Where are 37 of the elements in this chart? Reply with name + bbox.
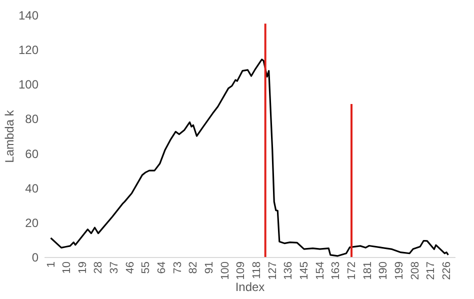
y-tick-label: 100 <box>18 78 39 92</box>
x-tick-label: 100 <box>219 262 232 280</box>
x-tick-label: 172 <box>346 262 358 280</box>
x-tick-label: 127 <box>266 262 279 280</box>
x-tick-label: 181 <box>362 262 374 280</box>
x-tick-label: 64 <box>156 262 168 274</box>
y-tick-label: 80 <box>25 112 39 126</box>
line-series <box>50 58 450 257</box>
x-tick-label: 217 <box>425 262 438 280</box>
x-tick-label: 208 <box>409 262 422 280</box>
x-tick-label: 163 <box>330 262 342 280</box>
x-tick-label: 118 <box>251 262 264 280</box>
y-tick-label: 140 <box>18 8 39 22</box>
x-tick-label: 10 <box>61 262 74 274</box>
x-tick-label: 226 <box>440 262 453 280</box>
x-tick-label: 199 <box>393 262 406 280</box>
x-tick-label: 37 <box>108 262 121 274</box>
y-axis-title: Lambda k <box>2 109 16 163</box>
x-tick-label: 145 <box>298 262 311 280</box>
y-tick-label: 40 <box>25 181 39 196</box>
x-tick-label: 73 <box>172 262 184 274</box>
x-tick-label: 55 <box>140 262 152 274</box>
x-tick-label: 82 <box>188 262 200 274</box>
x-tick-label: 19 <box>76 262 89 274</box>
x-tick-label: 28 <box>92 262 105 274</box>
y-tick-label: 0 <box>32 250 39 264</box>
x-tick-label: 154 <box>314 262 326 280</box>
y-tick-label: 60 <box>25 146 39 161</box>
x-tick-label: 46 <box>124 262 136 274</box>
x-tick-label: 109 <box>235 262 248 280</box>
x-tick-label: 190 <box>378 262 390 280</box>
x-axis-title: Index <box>235 280 265 294</box>
x-tick-label: 136 <box>282 262 295 280</box>
y-tick-label: 120 <box>18 43 39 58</box>
x-tick-label: 91 <box>204 262 216 274</box>
y-tick-label: 20 <box>25 216 39 230</box>
x-tick-label: 1 <box>45 262 58 268</box>
